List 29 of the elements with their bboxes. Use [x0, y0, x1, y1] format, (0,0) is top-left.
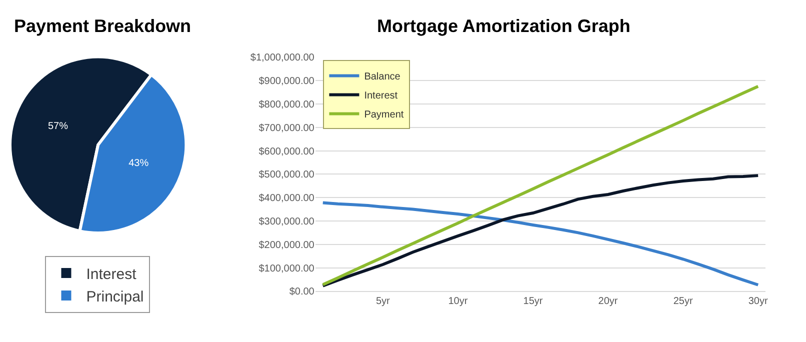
y-tick-label: $100,000.00	[258, 263, 315, 274]
y-tick-label: $300,000.00	[258, 216, 315, 228]
y-tick-label: $600,000.00	[258, 146, 315, 158]
legend-label: Payment	[364, 110, 404, 121]
x-tick-label: 30yr	[748, 296, 768, 308]
x-tick-label: 10yr	[448, 296, 468, 308]
y-tick-label: $800,000.00	[258, 99, 315, 110]
line-series	[321, 201, 760, 286]
y-tick-label: $900,000.00	[258, 76, 315, 88]
data-label: 43%	[128, 158, 149, 169]
legend-label: Interest	[86, 266, 138, 283]
data-label: 57%	[48, 121, 68, 132]
legend-label: Interest	[364, 90, 398, 102]
y-tick-label: $200,000.00	[258, 240, 315, 251]
x-tick-label: 25yr	[673, 296, 694, 308]
x-tick-label: 5yr	[376, 296, 391, 308]
line-series	[321, 174, 760, 288]
y-tick-label: $1,000,000.00	[250, 52, 315, 64]
x-tick-label: 20yr	[598, 296, 618, 308]
y-tick-label: $700,000.00	[258, 122, 315, 134]
chart-title: Payment Breakdown	[14, 16, 192, 36]
x-tick-label: 15yr	[523, 296, 544, 308]
y-tick-label: $0.00	[289, 286, 315, 298]
y-tick-label: $500,000.00	[258, 170, 315, 181]
legend-label: Balance	[364, 72, 401, 83]
line-series	[321, 84, 760, 286]
chart-title: Mortgage Amortization Graph	[377, 16, 630, 36]
y-tick-label: $400,000.00	[258, 193, 315, 204]
legend-label: Principal	[86, 288, 144, 306]
